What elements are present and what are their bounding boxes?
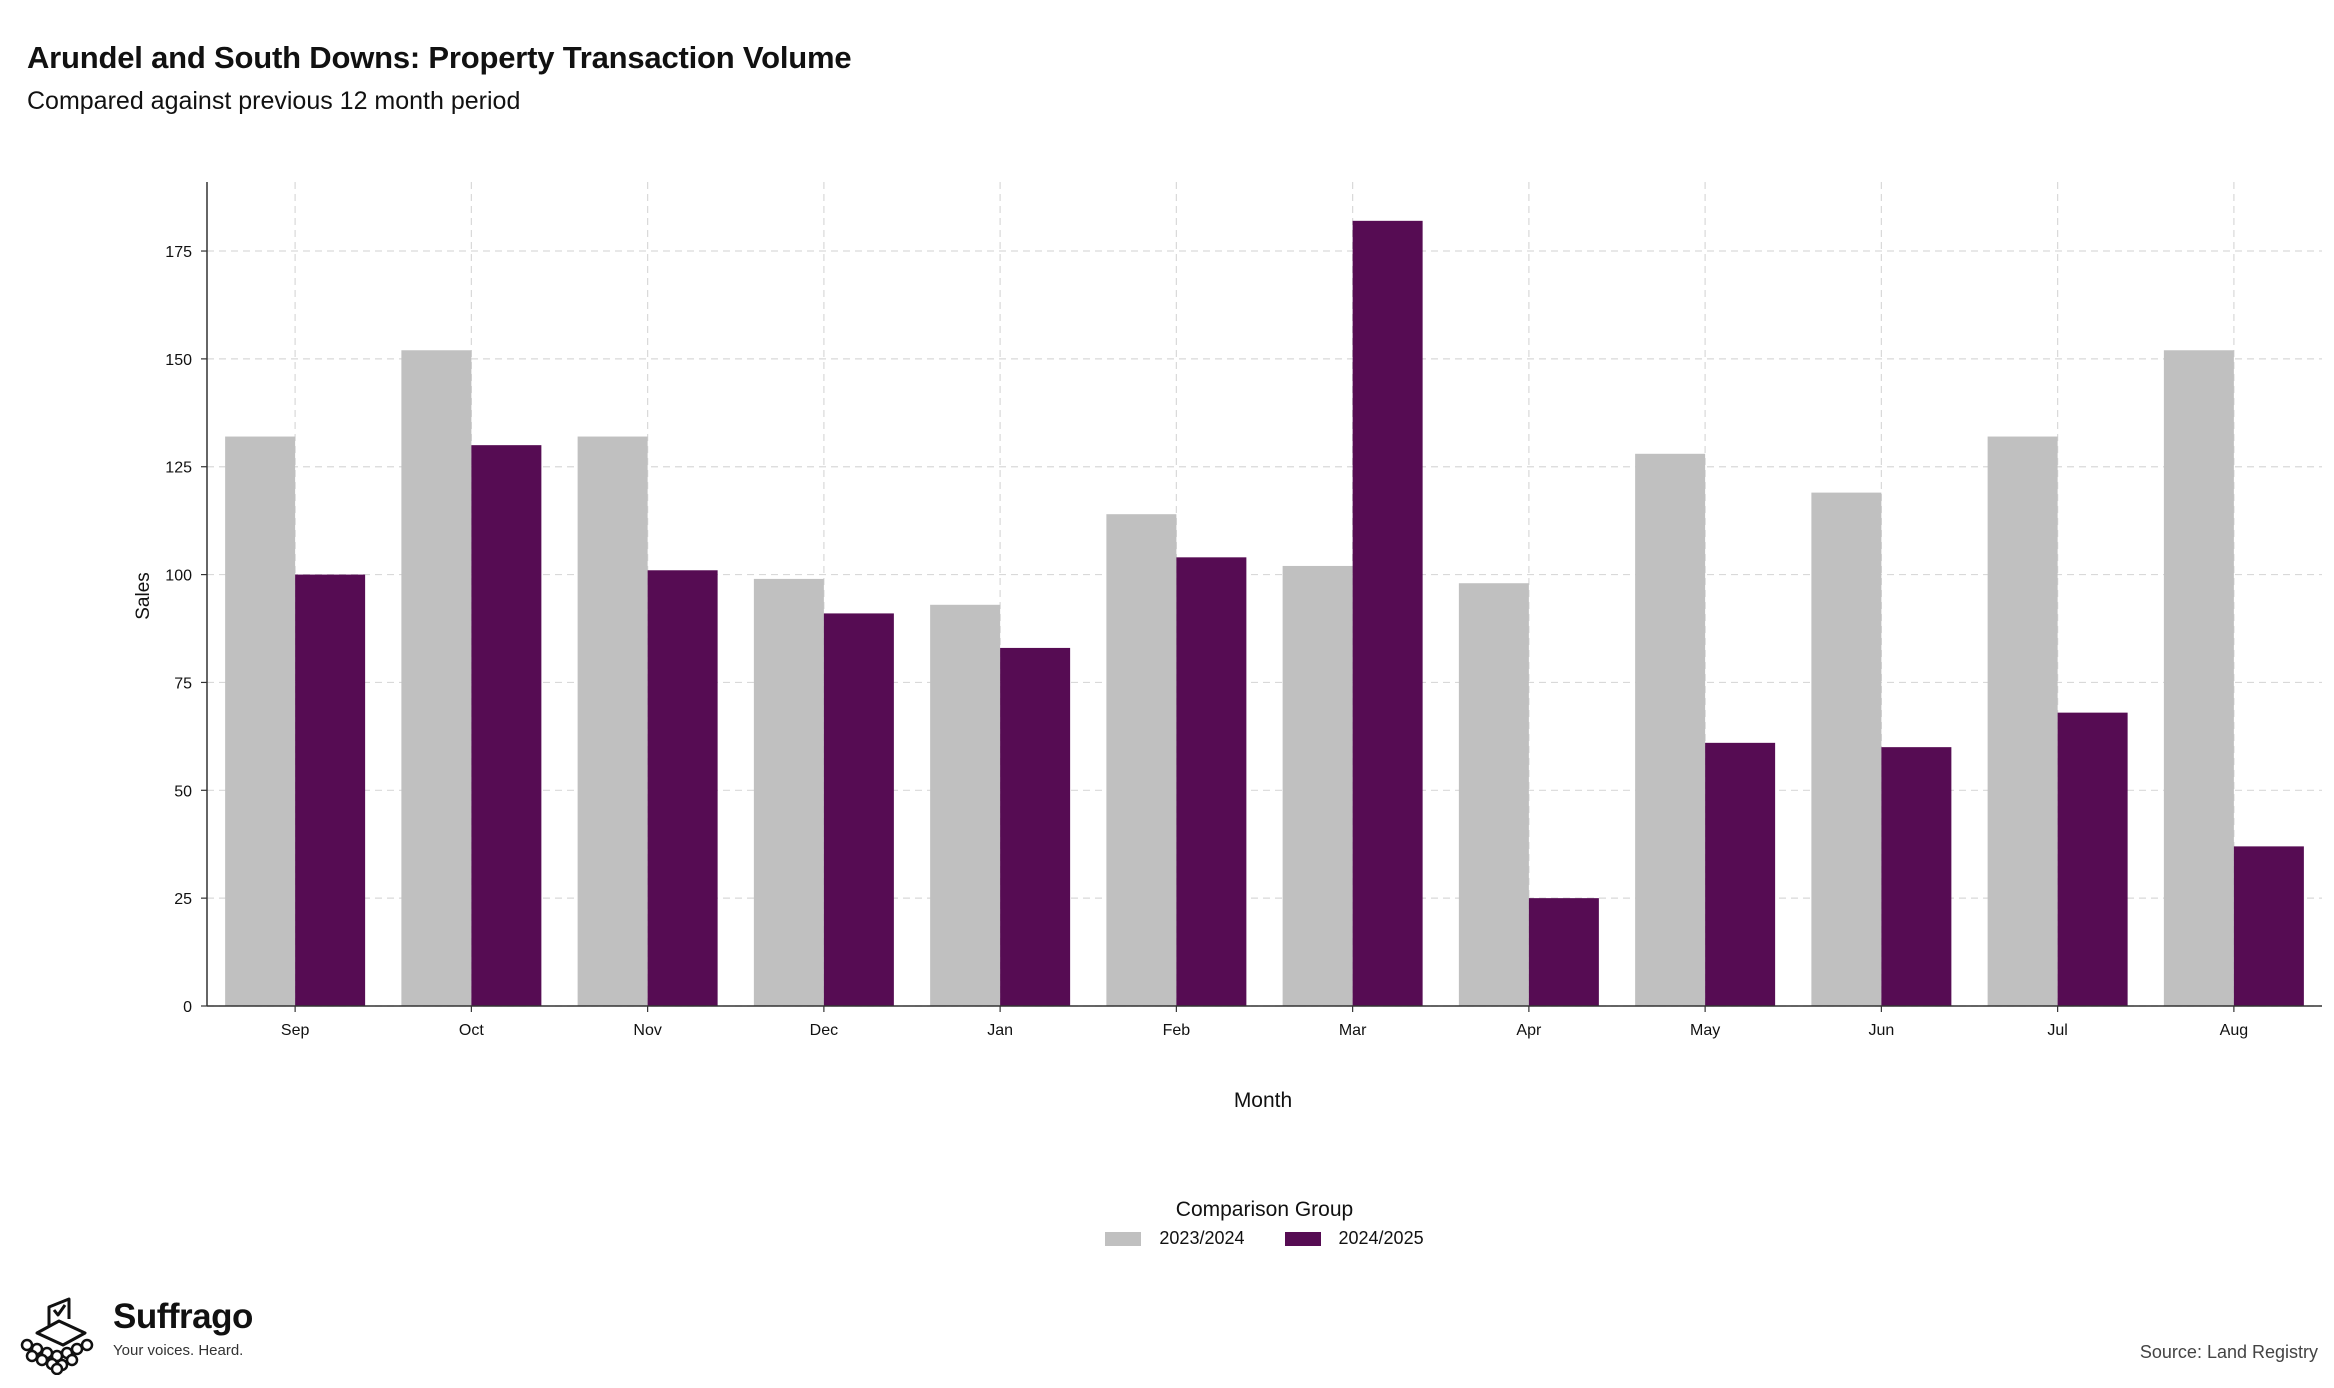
bar-series-2-jan <box>1000 647 1071 1006</box>
bar-series-2-nov <box>647 570 718 1006</box>
brand-tagline: Your voices. Heard. <box>113 1342 244 1359</box>
bar-series-2-jun <box>1881 747 1952 1006</box>
x-tick-label: May <box>1690 1022 1720 1039</box>
bar-series-1-sep <box>225 436 296 1006</box>
x-tick-label: Mar <box>1339 1022 1367 1039</box>
legend-label: 2023/2024 <box>1159 1228 1245 1248</box>
bar-series-2-aug <box>2233 846 2304 1006</box>
bar-series-1-feb <box>1106 514 1177 1006</box>
bar-series-2-jul <box>2057 712 2128 1006</box>
bar-series-1-aug <box>2163 350 2234 1006</box>
legend-label: 2024/2025 <box>1338 1228 1424 1248</box>
y-tick-label: 150 <box>165 352 192 369</box>
bar-series-1-jun <box>1811 492 1882 1006</box>
legend-items: 2023/2024 2024/2025 <box>195 1228 2334 1249</box>
bar-series-1-apr <box>1458 583 1529 1006</box>
bar-series-2-feb <box>1176 557 1247 1006</box>
chart-subtitle: Compared against previous 12 month perio… <box>27 87 521 115</box>
legend-swatch <box>1284 1231 1321 1246</box>
x-tick-label: Jul <box>2047 1022 2067 1039</box>
x-tick-label: Nov <box>633 1022 661 1039</box>
chart-title: Arundel and South Downs: Property Transa… <box>27 40 852 75</box>
x-tick-label: Jan <box>987 1022 1013 1039</box>
bar-series-1-jan <box>930 604 1001 1006</box>
legend-title: Comparison Group <box>1175 1198 1354 1221</box>
bar-series-2-apr <box>1528 898 1599 1006</box>
y-tick-label: 0 <box>183 999 192 1016</box>
y-tick-label: 100 <box>165 568 192 585</box>
x-axis-label: Month <box>1234 1089 1292 1112</box>
bar-series-1-mar <box>1282 565 1353 1006</box>
bar-series-1-nov <box>577 436 648 1006</box>
x-tick-label: Sep <box>281 1022 310 1039</box>
legend-item-series-2: 2024/2025 <box>1284 1228 1424 1249</box>
brand: Suffrago Your voices. Heard. <box>15 1293 253 1375</box>
y-tick-label: 125 <box>165 460 192 477</box>
x-tick-label: Feb <box>1163 1022 1191 1039</box>
bar-series-2-may <box>1705 742 1776 1006</box>
y-tick-labels: 0 25 50 75 100 125 150 175 <box>165 244 207 1016</box>
x-tick-label: Jun <box>1868 1022 1894 1039</box>
legend: Comparison Group 2023/2024 2024/2025 <box>0 1198 2334 1249</box>
bar-series-1-dec <box>753 578 824 1006</box>
x-tick-label: Dec <box>810 1022 838 1039</box>
legend-item-series-1: 2023/2024 <box>1105 1228 1245 1249</box>
bar-series-2-dec <box>823 613 894 1006</box>
x-tick-label: Apr <box>1516 1022 1542 1039</box>
bars <box>225 220 2304 1007</box>
y-axis-label: Sales <box>133 572 154 620</box>
ballot-box-icon <box>20 1297 94 1375</box>
bar-series-1-jul <box>1987 436 2058 1006</box>
x-tick-label: Oct <box>459 1022 484 1039</box>
source-note: Source: Land Registry <box>2139 1342 2318 1362</box>
bar-series-2-oct <box>471 445 542 1006</box>
y-tick-label: 75 <box>174 675 192 692</box>
y-tick-label: 25 <box>174 891 192 908</box>
bar-series-1-may <box>1635 453 1706 1006</box>
bar-series-2-sep <box>295 574 366 1006</box>
y-tick-label: 50 <box>174 783 192 800</box>
bar-series-1-oct <box>401 350 472 1006</box>
legend-swatch <box>1105 1231 1142 1246</box>
x-tick-label: Aug <box>2220 1022 2248 1039</box>
axes <box>206 182 2322 1007</box>
x-tick-labels: Sep Oct Nov Dec Jan Feb Mar Apr May Jun Jul Aug <box>281 1006 2248 1039</box>
bar-series-2-mar <box>1352 220 1423 1007</box>
brand-name: Suffrago <box>113 1297 253 1336</box>
y-tick-label: 175 <box>165 244 192 261</box>
